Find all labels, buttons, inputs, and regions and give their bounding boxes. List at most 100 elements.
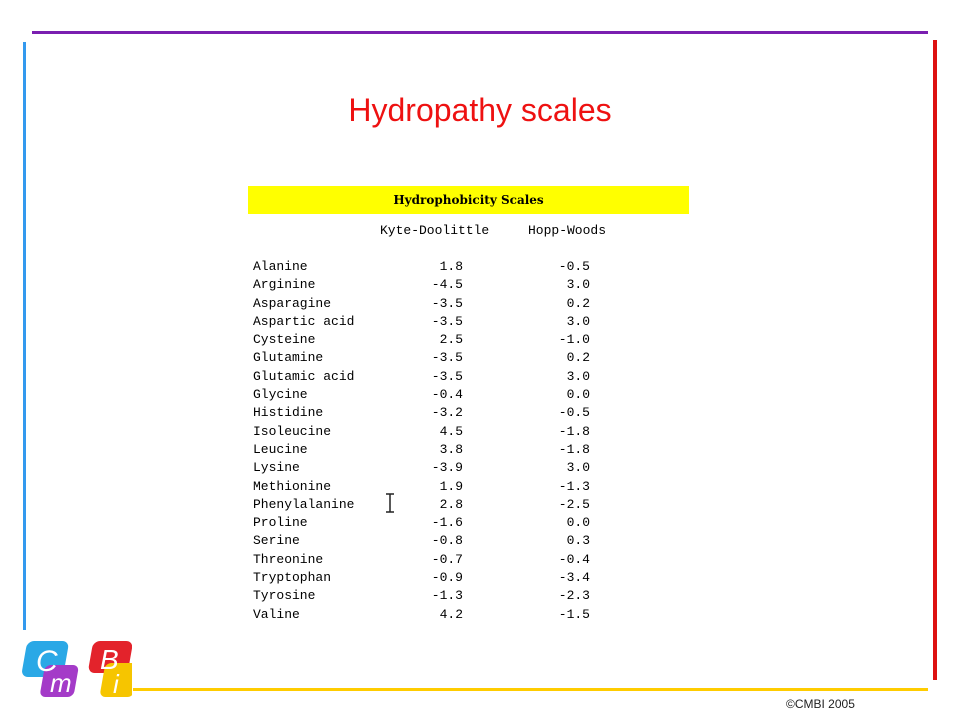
table-row: Histidine -3.2 -0.5 xyxy=(248,405,690,423)
hopp-woods-value: 3.0 xyxy=(566,313,590,329)
amino-acid-name: Aspartic acid xyxy=(253,313,355,329)
copyright-text: ©CMBI 2005 xyxy=(786,697,855,711)
amino-acid-name: Valine xyxy=(253,606,300,622)
kyte-doolittle-value: -3.2 xyxy=(431,405,463,421)
table-row: Asparagine -3.5 0.2 xyxy=(248,296,690,314)
amino-acid-name: Tryptophan xyxy=(253,570,332,586)
logo-tile-m xyxy=(40,665,79,697)
hopp-woods-value: -0.4 xyxy=(558,551,590,567)
amino-acid-name: Isoleucine xyxy=(253,423,332,439)
kyte-doolittle-value: 4.5 xyxy=(439,423,463,439)
right-border-line xyxy=(933,40,937,680)
table-row: Glutamine -3.5 0.2 xyxy=(248,350,690,368)
column-header-kyte-doolittle: Kyte-Doolittle xyxy=(380,223,490,238)
table-row: Glycine -0.4 0.0 xyxy=(248,387,690,405)
hopp-woods-value: 3.0 xyxy=(566,277,590,293)
table-row: Serine -0.8 0.3 xyxy=(248,533,690,551)
hopp-woods-value: -1.8 xyxy=(558,441,590,457)
table-row: Aspartic acid -3.5 3.0 xyxy=(248,314,690,332)
table-header: Hydrophobicity Scales xyxy=(248,186,689,214)
table-row: Phenylalanine 2.8 -2.5 xyxy=(248,497,690,515)
kyte-doolittle-value: 4.2 xyxy=(439,606,463,622)
amino-acid-name: Arginine xyxy=(253,277,316,293)
amino-acid-name: Phenylalanine xyxy=(253,496,355,512)
amino-acid-name: Glutamic acid xyxy=(253,368,355,384)
kyte-doolittle-value: -3.5 xyxy=(431,350,463,366)
hopp-woods-value: 0.0 xyxy=(566,515,590,531)
left-border-line xyxy=(23,42,26,630)
hopp-woods-value: 0.2 xyxy=(566,295,590,311)
kyte-doolittle-value: -0.8 xyxy=(431,533,463,549)
table-row: Cysteine 2.5 -1.0 xyxy=(248,332,690,350)
table-row: Lysine -3.9 3.0 xyxy=(248,460,690,478)
amino-acid-name: Glutamine xyxy=(253,350,324,366)
table-row: Arginine -4.5 3.0 xyxy=(248,277,690,295)
bottom-border-line xyxy=(133,688,928,691)
kyte-doolittle-value: -4.5 xyxy=(431,277,463,293)
hydrophobicity-table: Hydrophobicity Scales Kyte-Doolittle Hop… xyxy=(248,186,690,626)
kyte-doolittle-value: 2.5 xyxy=(439,332,463,348)
table-row: Valine 4.2 -1.5 xyxy=(248,607,690,625)
text-cursor-icon xyxy=(386,493,394,513)
amino-acid-name: Asparagine xyxy=(253,295,332,311)
amino-acid-name: Tyrosine xyxy=(253,588,316,604)
amino-acid-name: Alanine xyxy=(253,259,308,274)
hopp-woods-value: -0.5 xyxy=(558,259,590,274)
svg-text:m: m xyxy=(50,668,72,698)
table-rows: Alanine 1.8 -0.5 Arginine -4.5 3.0 Asparagin… xyxy=(248,259,690,625)
kyte-doolittle-value: -0.4 xyxy=(431,387,463,403)
hopp-woods-value: -0.5 xyxy=(558,405,590,421)
svg-text:B: B xyxy=(100,644,119,675)
amino-acid-name: Cysteine xyxy=(253,332,316,348)
amino-acid-name: Lysine xyxy=(253,460,300,476)
table-row: Threonine -0.7 -0.4 xyxy=(248,552,690,570)
kyte-doolittle-value: -0.9 xyxy=(431,570,463,586)
hopp-woods-value: -1.8 xyxy=(558,423,590,439)
hopp-woods-value: 0.2 xyxy=(566,350,590,366)
svg-text:C: C xyxy=(36,645,58,678)
hopp-woods-value: 0.0 xyxy=(566,387,590,403)
column-headers: Kyte-Doolittle Hopp-Woods xyxy=(248,223,690,239)
amino-acid-name: Leucine xyxy=(253,441,308,457)
amino-acid-name: Threonine xyxy=(253,551,324,567)
top-border-line xyxy=(32,31,928,34)
svg-text:i: i xyxy=(113,669,120,699)
logo-tile-i xyxy=(100,663,132,697)
kyte-doolittle-value: -0.7 xyxy=(431,551,463,567)
kyte-doolittle-value: -1.3 xyxy=(431,588,463,604)
hopp-woods-value: -2.3 xyxy=(558,588,590,604)
amino-acid-name: Serine xyxy=(253,533,300,549)
hopp-woods-value: -2.5 xyxy=(558,496,590,512)
kyte-doolittle-value: 2.8 xyxy=(439,496,463,512)
table-row: Methionine 1.9 -1.3 xyxy=(248,479,690,497)
kyte-doolittle-value: -3.9 xyxy=(431,460,463,476)
hopp-woods-value: -1.3 xyxy=(558,478,590,494)
table-row: Tryptophan -0.9 -3.4 xyxy=(248,570,690,588)
amino-acid-name: Proline xyxy=(253,515,308,531)
table-row: Tyrosine -1.3 -2.3 xyxy=(248,588,690,606)
table-row: Glutamic acid -3.5 3.0 xyxy=(248,369,690,387)
kyte-doolittle-value: 1.9 xyxy=(439,478,463,494)
amino-acid-name: Histidine xyxy=(253,405,324,421)
kyte-doolittle-value: -3.5 xyxy=(431,295,463,311)
table-row: Isoleucine 4.5 -1.8 xyxy=(248,424,690,442)
hopp-woods-value: -1.0 xyxy=(558,332,590,348)
cmbi-logo: C B m i xyxy=(22,641,132,699)
hopp-woods-value: 3.0 xyxy=(566,460,590,476)
kyte-doolittle-value: -3.5 xyxy=(431,368,463,384)
hopp-woods-value: -3.4 xyxy=(558,570,590,586)
kyte-doolittle-value: -3.5 xyxy=(431,313,463,329)
amino-acid-name: Methionine xyxy=(253,478,332,494)
hopp-woods-value: 3.0 xyxy=(566,368,590,384)
kyte-doolittle-value: 3.8 xyxy=(439,441,463,457)
table-row: Proline -1.6 0.0 xyxy=(248,515,690,533)
slide-title: Hydropathy scales xyxy=(348,92,612,128)
kyte-doolittle-value: -1.6 xyxy=(431,515,463,531)
amino-acid-name: Glycine xyxy=(253,387,308,403)
kyte-doolittle-value: 1.8 xyxy=(439,259,463,274)
hopp-woods-value: -1.5 xyxy=(558,606,590,622)
table-row: Leucine 3.8 -1.8 xyxy=(248,442,690,460)
hopp-woods-value: 0.3 xyxy=(566,533,590,549)
table-row: Alanine 1.8 -0.5 xyxy=(248,259,690,277)
column-header-hopp-woods: Hopp-Woods xyxy=(528,223,607,238)
